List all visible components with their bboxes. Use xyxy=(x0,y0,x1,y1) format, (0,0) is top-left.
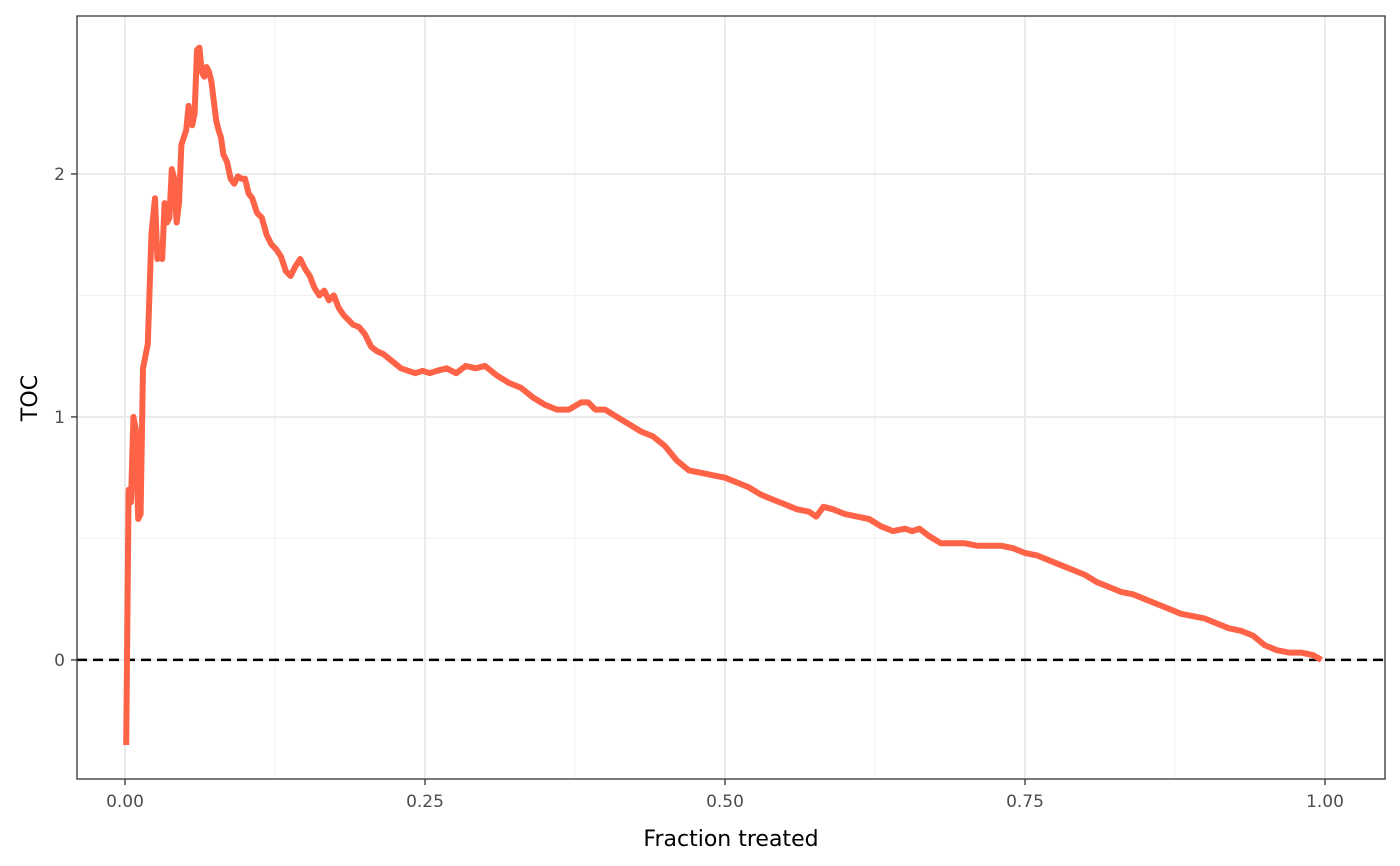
x-tick-label: 0.75 xyxy=(1006,792,1044,812)
x-tick-label: 0.25 xyxy=(406,792,444,812)
y-axis-ticks: 0 1 2 xyxy=(54,165,77,671)
series-group xyxy=(123,44,1323,746)
plot-panel xyxy=(77,16,1385,779)
x-tick-label: 1.00 xyxy=(1306,792,1344,812)
x-tick-label: 0.00 xyxy=(106,792,144,812)
y-axis-title: TOC xyxy=(18,375,43,422)
x-axis-ticks: 0.00 0.25 0.50 0.75 1.00 xyxy=(106,779,1344,812)
x-axis-title: Fraction treated xyxy=(643,827,818,852)
plot-border xyxy=(76,15,1386,780)
y-tick-label: 0 xyxy=(54,651,65,671)
toc-series-line xyxy=(123,44,1323,746)
x-tick-label: 0.50 xyxy=(706,792,744,812)
y-tick-label: 1 xyxy=(54,408,65,428)
y-tick-label: 2 xyxy=(54,165,65,185)
